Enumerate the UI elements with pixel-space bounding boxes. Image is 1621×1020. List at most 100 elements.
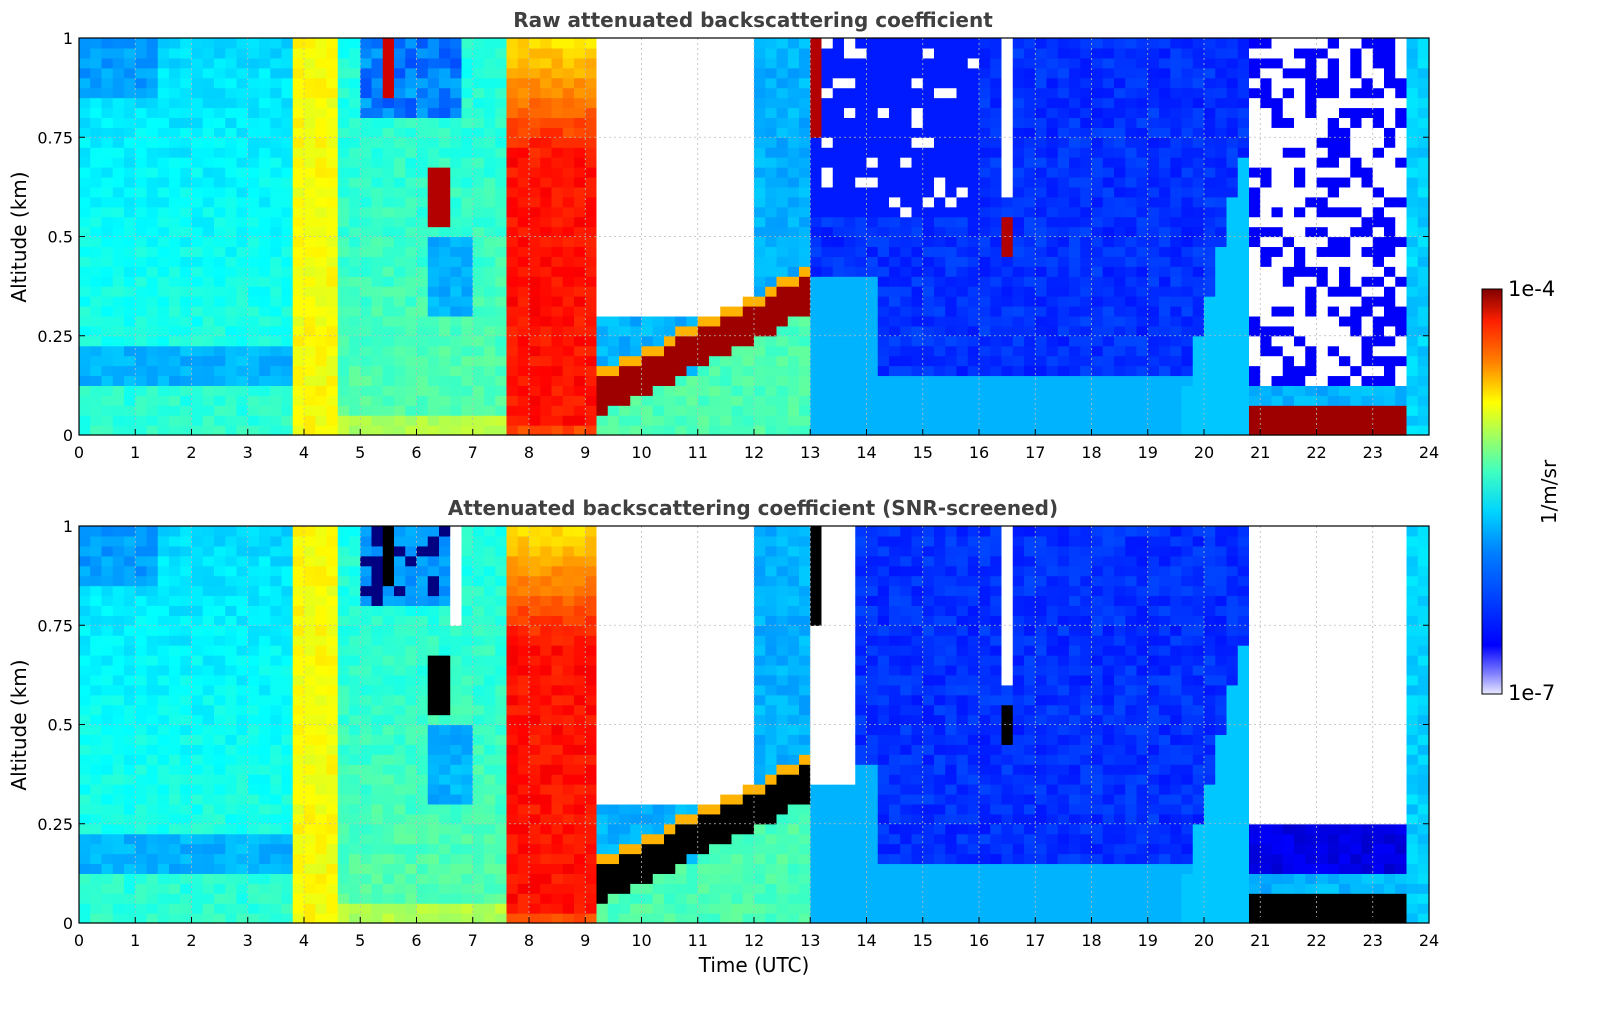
heatmap-cell [225, 315, 238, 327]
heatmap-cell [304, 38, 316, 49]
heatmap-cell [810, 375, 823, 386]
heatmap-cell [754, 117, 766, 128]
heatmap-cell [1024, 415, 1036, 426]
heatmap-cell [135, 365, 148, 377]
heatmap-cell [832, 216, 845, 228]
heatmap-cell [270, 246, 283, 257]
heatmap-cell [1192, 97, 1205, 109]
heatmap-cell [1282, 107, 1295, 118]
heatmap-cell [1114, 206, 1126, 218]
heatmap-cell [934, 405, 946, 416]
heatmap-cell [574, 325, 586, 337]
heatmap-cell [686, 335, 699, 347]
heatmap-cell [461, 57, 474, 69]
heatmap-cell [180, 157, 193, 168]
heatmap-cell [652, 97, 665, 109]
heatmap-cell [472, 186, 485, 198]
heatmap-cell [1406, 325, 1419, 337]
heatmap-cell [1091, 365, 1104, 377]
heatmap-cell [461, 157, 474, 168]
heatmap-cell [1012, 97, 1025, 109]
heatmap-cell [180, 67, 193, 79]
heatmap-cell [202, 405, 215, 416]
heatmap-cell [517, 47, 530, 59]
heatmap-cell [1417, 117, 1430, 128]
heatmap-cell [619, 375, 631, 386]
heatmap-cell [1136, 206, 1149, 218]
heatmap-cell [1294, 325, 1306, 337]
heatmap-cell [281, 157, 294, 168]
heatmap-cell [844, 157, 856, 168]
heatmap-cell [585, 236, 598, 248]
heatmap-cell [934, 335, 946, 347]
heatmap-cell [135, 117, 148, 128]
heatmap-cell [1001, 315, 1014, 327]
heatmap-cell [1035, 196, 1048, 208]
heatmap-cell [799, 315, 811, 327]
heatmap-cell [877, 425, 890, 436]
heatmap-cell [1384, 147, 1396, 158]
heatmap-cell [956, 137, 969, 148]
heatmap-cell [416, 176, 429, 188]
heatmap-cell [1406, 415, 1419, 426]
heatmap-cell [1361, 415, 1374, 426]
heatmap-cell [79, 385, 91, 396]
heatmap-cell [360, 47, 373, 59]
heatmap-cell [731, 286, 744, 297]
heatmap-cell [1114, 266, 1126, 277]
heatmap-cell [630, 47, 643, 59]
heatmap-cell [1260, 107, 1273, 118]
heatmap-cell [1012, 127, 1025, 138]
heatmap-cell [180, 365, 193, 377]
heatmap-cell [596, 395, 609, 406]
heatmap-cell [1125, 425, 1138, 436]
x-tick-label: 5 [355, 443, 365, 462]
heatmap-cell [1226, 206, 1239, 218]
heatmap-cell [439, 167, 451, 178]
heatmap-cell [79, 186, 91, 198]
heatmap-cell [787, 157, 800, 168]
heatmap-cell [709, 157, 721, 168]
heatmap-cell [1215, 137, 1228, 148]
heatmap-cell [742, 355, 755, 367]
heatmap-cell [1170, 405, 1183, 416]
heatmap-cell [596, 167, 609, 178]
heatmap-cell [225, 216, 238, 228]
heatmap-cell [562, 47, 575, 59]
heatmap-cell [101, 77, 114, 89]
heatmap-cell [484, 196, 496, 208]
heatmap-cell [1147, 246, 1160, 257]
heatmap-cell [754, 415, 766, 426]
heatmap-cell [1001, 296, 1014, 307]
heatmap-cell [1294, 107, 1306, 118]
heatmap-cell [202, 266, 215, 277]
heatmap-cell [1294, 167, 1306, 178]
heatmap-cell [1012, 286, 1025, 297]
heatmap-cell [1102, 186, 1115, 198]
heatmap-cell [652, 296, 665, 307]
heatmap-cell [382, 236, 395, 248]
heatmap-cell [506, 276, 519, 287]
heatmap-cell [180, 57, 193, 69]
heatmap-cell [754, 47, 766, 59]
heatmap-cell [889, 226, 901, 238]
heatmap-cell [1282, 67, 1295, 79]
heatmap-cell [1305, 305, 1318, 317]
heatmap-cell [551, 167, 564, 178]
heatmap-cell [855, 305, 868, 317]
heatmap-cell [1305, 127, 1318, 138]
heatmap-cell [1384, 246, 1396, 257]
heatmap-cell [799, 395, 811, 406]
heatmap-cell [439, 415, 451, 426]
heatmap-cell [1361, 345, 1374, 357]
heatmap-cell [371, 256, 384, 267]
heatmap-cell [1226, 365, 1239, 377]
heatmap-cell [1417, 335, 1430, 347]
heatmap-cell [124, 127, 136, 138]
heatmap-cell [337, 385, 350, 396]
heatmap-cell [1282, 147, 1295, 158]
heatmap-cell [607, 296, 620, 307]
heatmap-cell [135, 107, 148, 118]
heatmap-cell [979, 38, 991, 49]
heatmap-cell [337, 87, 350, 99]
